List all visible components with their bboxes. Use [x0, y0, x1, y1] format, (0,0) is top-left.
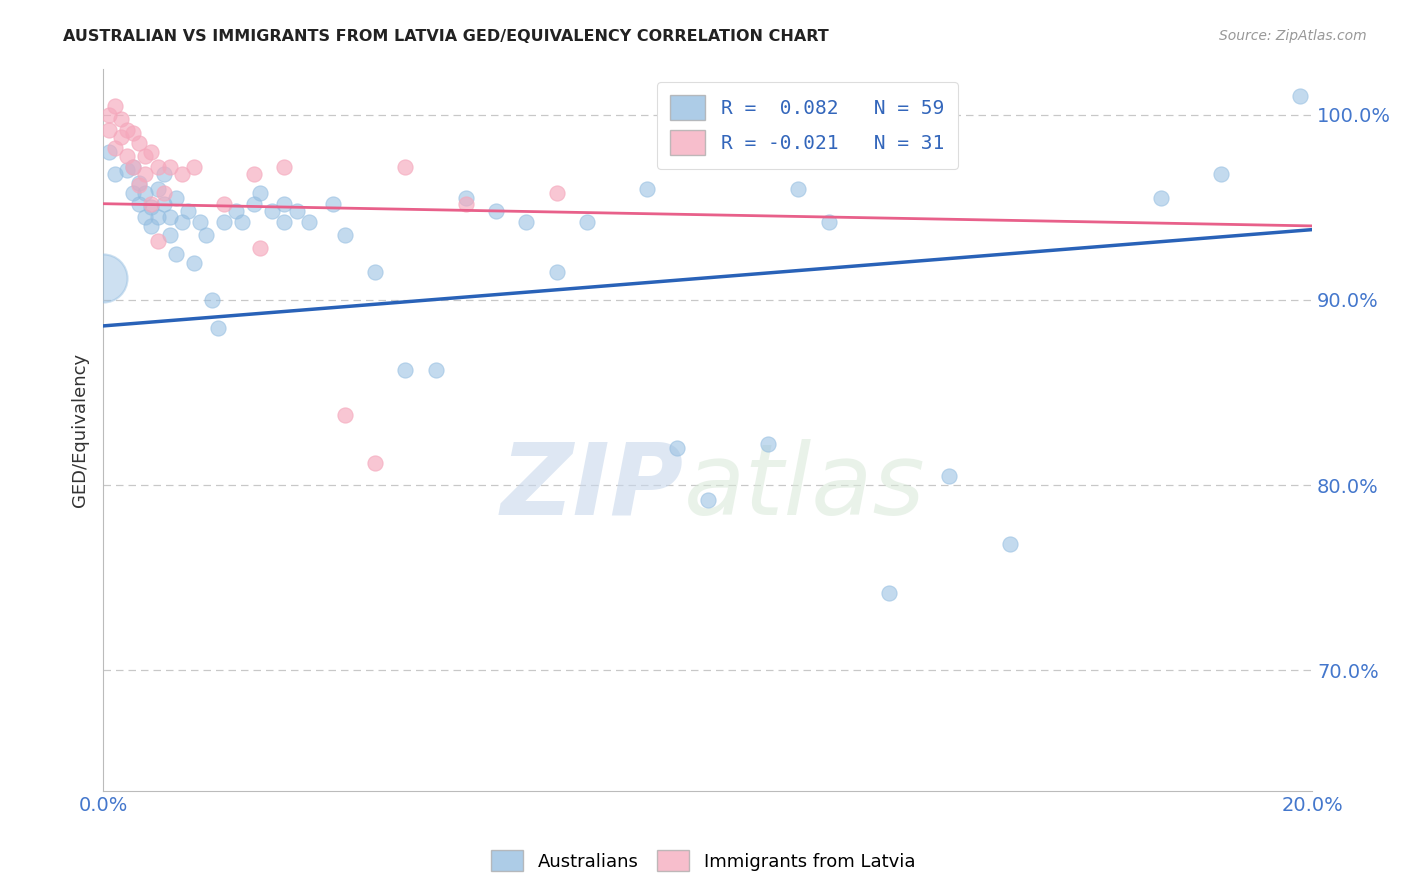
Point: [333, 228, 356, 243]
Legend: R =  0.082   N = 59, R = -0.021   N = 31: R = 0.082 N = 59, R = -0.021 N = 31: [657, 82, 957, 169]
Point: [666, 441, 689, 455]
Point: [146, 210, 169, 224]
Point: [122, 160, 145, 174]
Point: [170, 215, 193, 229]
Point: [364, 456, 387, 470]
Point: [146, 182, 169, 196]
Point: [159, 210, 181, 224]
Point: [298, 215, 321, 229]
Point: [98, 145, 121, 159]
Point: [1211, 167, 1233, 181]
Point: [394, 160, 416, 174]
Point: [170, 167, 193, 181]
Point: [134, 167, 156, 181]
Point: [134, 210, 156, 224]
Point: [91, 270, 114, 285]
Point: [285, 204, 308, 219]
Point: [141, 196, 163, 211]
Point: [194, 228, 217, 243]
Point: [262, 204, 284, 219]
Point: [333, 408, 356, 422]
Point: [98, 122, 121, 136]
Point: [546, 265, 568, 279]
Point: [117, 163, 139, 178]
Point: [128, 177, 150, 191]
Point: [756, 437, 779, 451]
Point: [938, 469, 960, 483]
Point: [546, 186, 568, 200]
Point: [485, 204, 508, 219]
Point: [146, 234, 169, 248]
Point: [152, 196, 174, 211]
Point: [128, 178, 150, 193]
Point: [575, 215, 598, 229]
Point: [394, 363, 416, 377]
Point: [243, 167, 266, 181]
Point: [231, 215, 253, 229]
Point: [104, 98, 127, 112]
Point: [159, 228, 181, 243]
Point: [364, 265, 387, 279]
Text: Source: ZipAtlas.com: Source: ZipAtlas.com: [1219, 29, 1367, 43]
Point: [122, 160, 145, 174]
Point: [696, 493, 718, 508]
Point: [998, 537, 1021, 551]
Point: [117, 122, 139, 136]
Point: [141, 201, 163, 215]
Point: [159, 160, 181, 174]
Point: [425, 363, 447, 377]
Point: [141, 145, 163, 159]
Y-axis label: GED/Equivalency: GED/Equivalency: [72, 352, 89, 507]
Text: atlas: atlas: [683, 439, 925, 536]
Point: [249, 186, 271, 200]
Point: [454, 191, 477, 205]
Point: [152, 186, 174, 200]
Point: [183, 256, 205, 270]
Point: [122, 126, 145, 140]
Point: [122, 186, 145, 200]
Point: [104, 167, 127, 181]
Point: [787, 182, 810, 196]
Point: [165, 191, 187, 205]
Point: [165, 246, 187, 260]
Point: [117, 148, 139, 162]
Text: ZIP: ZIP: [501, 439, 683, 536]
Point: [110, 130, 132, 145]
Legend: Australians, Immigrants from Latvia: Australians, Immigrants from Latvia: [484, 843, 922, 879]
Point: [110, 112, 132, 126]
Point: [249, 241, 271, 255]
Point: [128, 136, 150, 150]
Text: AUSTRALIAN VS IMMIGRANTS FROM LATVIA GED/EQUIVALENCY CORRELATION CHART: AUSTRALIAN VS IMMIGRANTS FROM LATVIA GED…: [63, 29, 830, 44]
Point: [177, 204, 200, 219]
Point: [273, 196, 295, 211]
Point: [454, 196, 477, 211]
Point: [243, 196, 266, 211]
Point: [134, 148, 156, 162]
Point: [201, 293, 224, 307]
Point: [212, 215, 235, 229]
Point: [98, 108, 121, 122]
Point: [104, 141, 127, 155]
Point: [128, 196, 150, 211]
Point: [141, 219, 163, 233]
Point: [322, 196, 344, 211]
Point: [212, 196, 235, 211]
Point: [636, 182, 658, 196]
Point: [146, 160, 169, 174]
Point: [134, 186, 156, 200]
Point: [515, 215, 537, 229]
Point: [225, 204, 247, 219]
Point: [152, 167, 174, 181]
Point: [188, 215, 211, 229]
Point: [1150, 191, 1173, 205]
Point: [183, 160, 205, 174]
Point: [273, 160, 295, 174]
Point: [817, 215, 839, 229]
Point: [207, 320, 229, 334]
Point: [1289, 89, 1312, 103]
Point: [877, 585, 900, 599]
Point: [273, 215, 295, 229]
